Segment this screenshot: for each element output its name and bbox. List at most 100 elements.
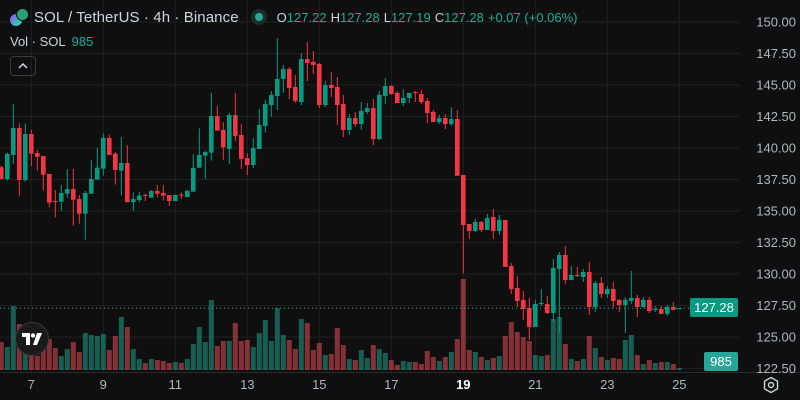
candle-body [275, 78, 280, 96]
candle-body [305, 59, 310, 63]
candle [569, 266, 574, 281]
volume-bar [274, 308, 280, 370]
candle-body [443, 118, 448, 125]
candle [293, 75, 298, 104]
volume-bar [232, 323, 238, 370]
candle [479, 220, 484, 233]
volume-bar [382, 353, 388, 370]
candle-body [605, 288, 610, 295]
candle-body [521, 299, 526, 310]
candle [473, 218, 478, 233]
volume-bar [364, 358, 370, 370]
settings-gear-icon[interactable] [762, 376, 780, 394]
candle [599, 277, 604, 298]
candle [503, 219, 508, 267]
candle [641, 297, 646, 309]
candle [527, 297, 532, 341]
candle-body [617, 299, 622, 305]
open-label: O [276, 9, 287, 25]
candle-body [161, 192, 166, 196]
volume-bar [532, 355, 538, 370]
time-axis[interactable]: 7 9 11 13 15 17 19 21 23 25 [28, 377, 687, 392]
volume-bar [406, 362, 412, 370]
candle [23, 123, 28, 183]
volume-bar [112, 336, 118, 370]
volume-bar [142, 363, 148, 370]
candle [101, 133, 106, 176]
candle-body [401, 97, 406, 104]
price-axis[interactable]: 150.00 147.50 145.00 142.50 140.00 137.50 135.… [756, 15, 796, 377]
candle [611, 281, 616, 309]
volume-legend: Vol · SOL 985 [10, 34, 93, 49]
candle [377, 91, 382, 141]
candle [179, 192, 184, 200]
volume-bar [88, 335, 94, 370]
volume-bar [184, 359, 190, 370]
candle-body [83, 192, 88, 214]
volume-bar [562, 344, 568, 370]
candle-body [359, 110, 364, 125]
volume-label: Vol · SOL [10, 34, 66, 49]
time-tick-label: 23 [600, 377, 614, 392]
tradingview-logo-icon[interactable] [15, 322, 49, 356]
candle [419, 90, 424, 105]
volume-bar [100, 334, 106, 370]
volume-bar [94, 336, 100, 370]
candle [443, 113, 448, 129]
candle [227, 112, 232, 165]
candle-body [545, 303, 550, 314]
volume-bar [262, 320, 268, 370]
time-tick-label: 25 [672, 377, 686, 392]
volume-bar [154, 360, 160, 370]
volume-bar [574, 361, 580, 370]
collapse-legend-button[interactable] [10, 56, 36, 76]
candle [551, 259, 556, 323]
candle-body [347, 118, 352, 130]
volume-bar [544, 355, 550, 370]
candle-body [209, 115, 214, 153]
candle [71, 169, 76, 226]
candle-body [395, 92, 400, 104]
candle-body [479, 221, 484, 231]
candle [671, 301, 676, 311]
volume-bar [424, 351, 430, 370]
volume-bar [328, 354, 334, 370]
volume-bar [454, 339, 460, 370]
candle [629, 270, 634, 304]
candle [431, 109, 436, 123]
candle [647, 297, 652, 314]
candle [311, 50, 316, 75]
candle-body [227, 114, 232, 150]
candle [35, 150, 40, 171]
candle-body [191, 168, 196, 192]
candle-body [425, 101, 430, 113]
candle-body [95, 167, 100, 180]
candle [209, 92, 214, 161]
candle-body [593, 282, 598, 308]
market-open-dot-icon [250, 9, 267, 25]
volume-bar [658, 362, 664, 370]
sol-usdt-logo-icon [8, 7, 29, 27]
time-tick-label: 19 [456, 377, 470, 392]
candle-body [431, 111, 436, 123]
volume-bar [148, 359, 154, 370]
candle [677, 308, 682, 310]
symbol-title[interactable]: SOL / TetherUS · 4h · Binance [34, 8, 239, 26]
candle-body [533, 303, 538, 328]
volume-bars [0, 279, 682, 370]
candle [485, 214, 490, 231]
candle [281, 64, 286, 93]
volume-bar [358, 350, 364, 370]
candle [437, 114, 442, 125]
candle-body [461, 174, 466, 225]
volume-bar [70, 342, 76, 370]
candle [575, 266, 580, 278]
volume-bar [256, 333, 262, 370]
candle [113, 152, 118, 185]
volume-badge: 985 [704, 352, 738, 371]
candle-body [167, 194, 172, 202]
volume-bar [502, 336, 508, 370]
price-tick-label: 140.00 [756, 141, 796, 156]
volume-bar [514, 332, 520, 370]
